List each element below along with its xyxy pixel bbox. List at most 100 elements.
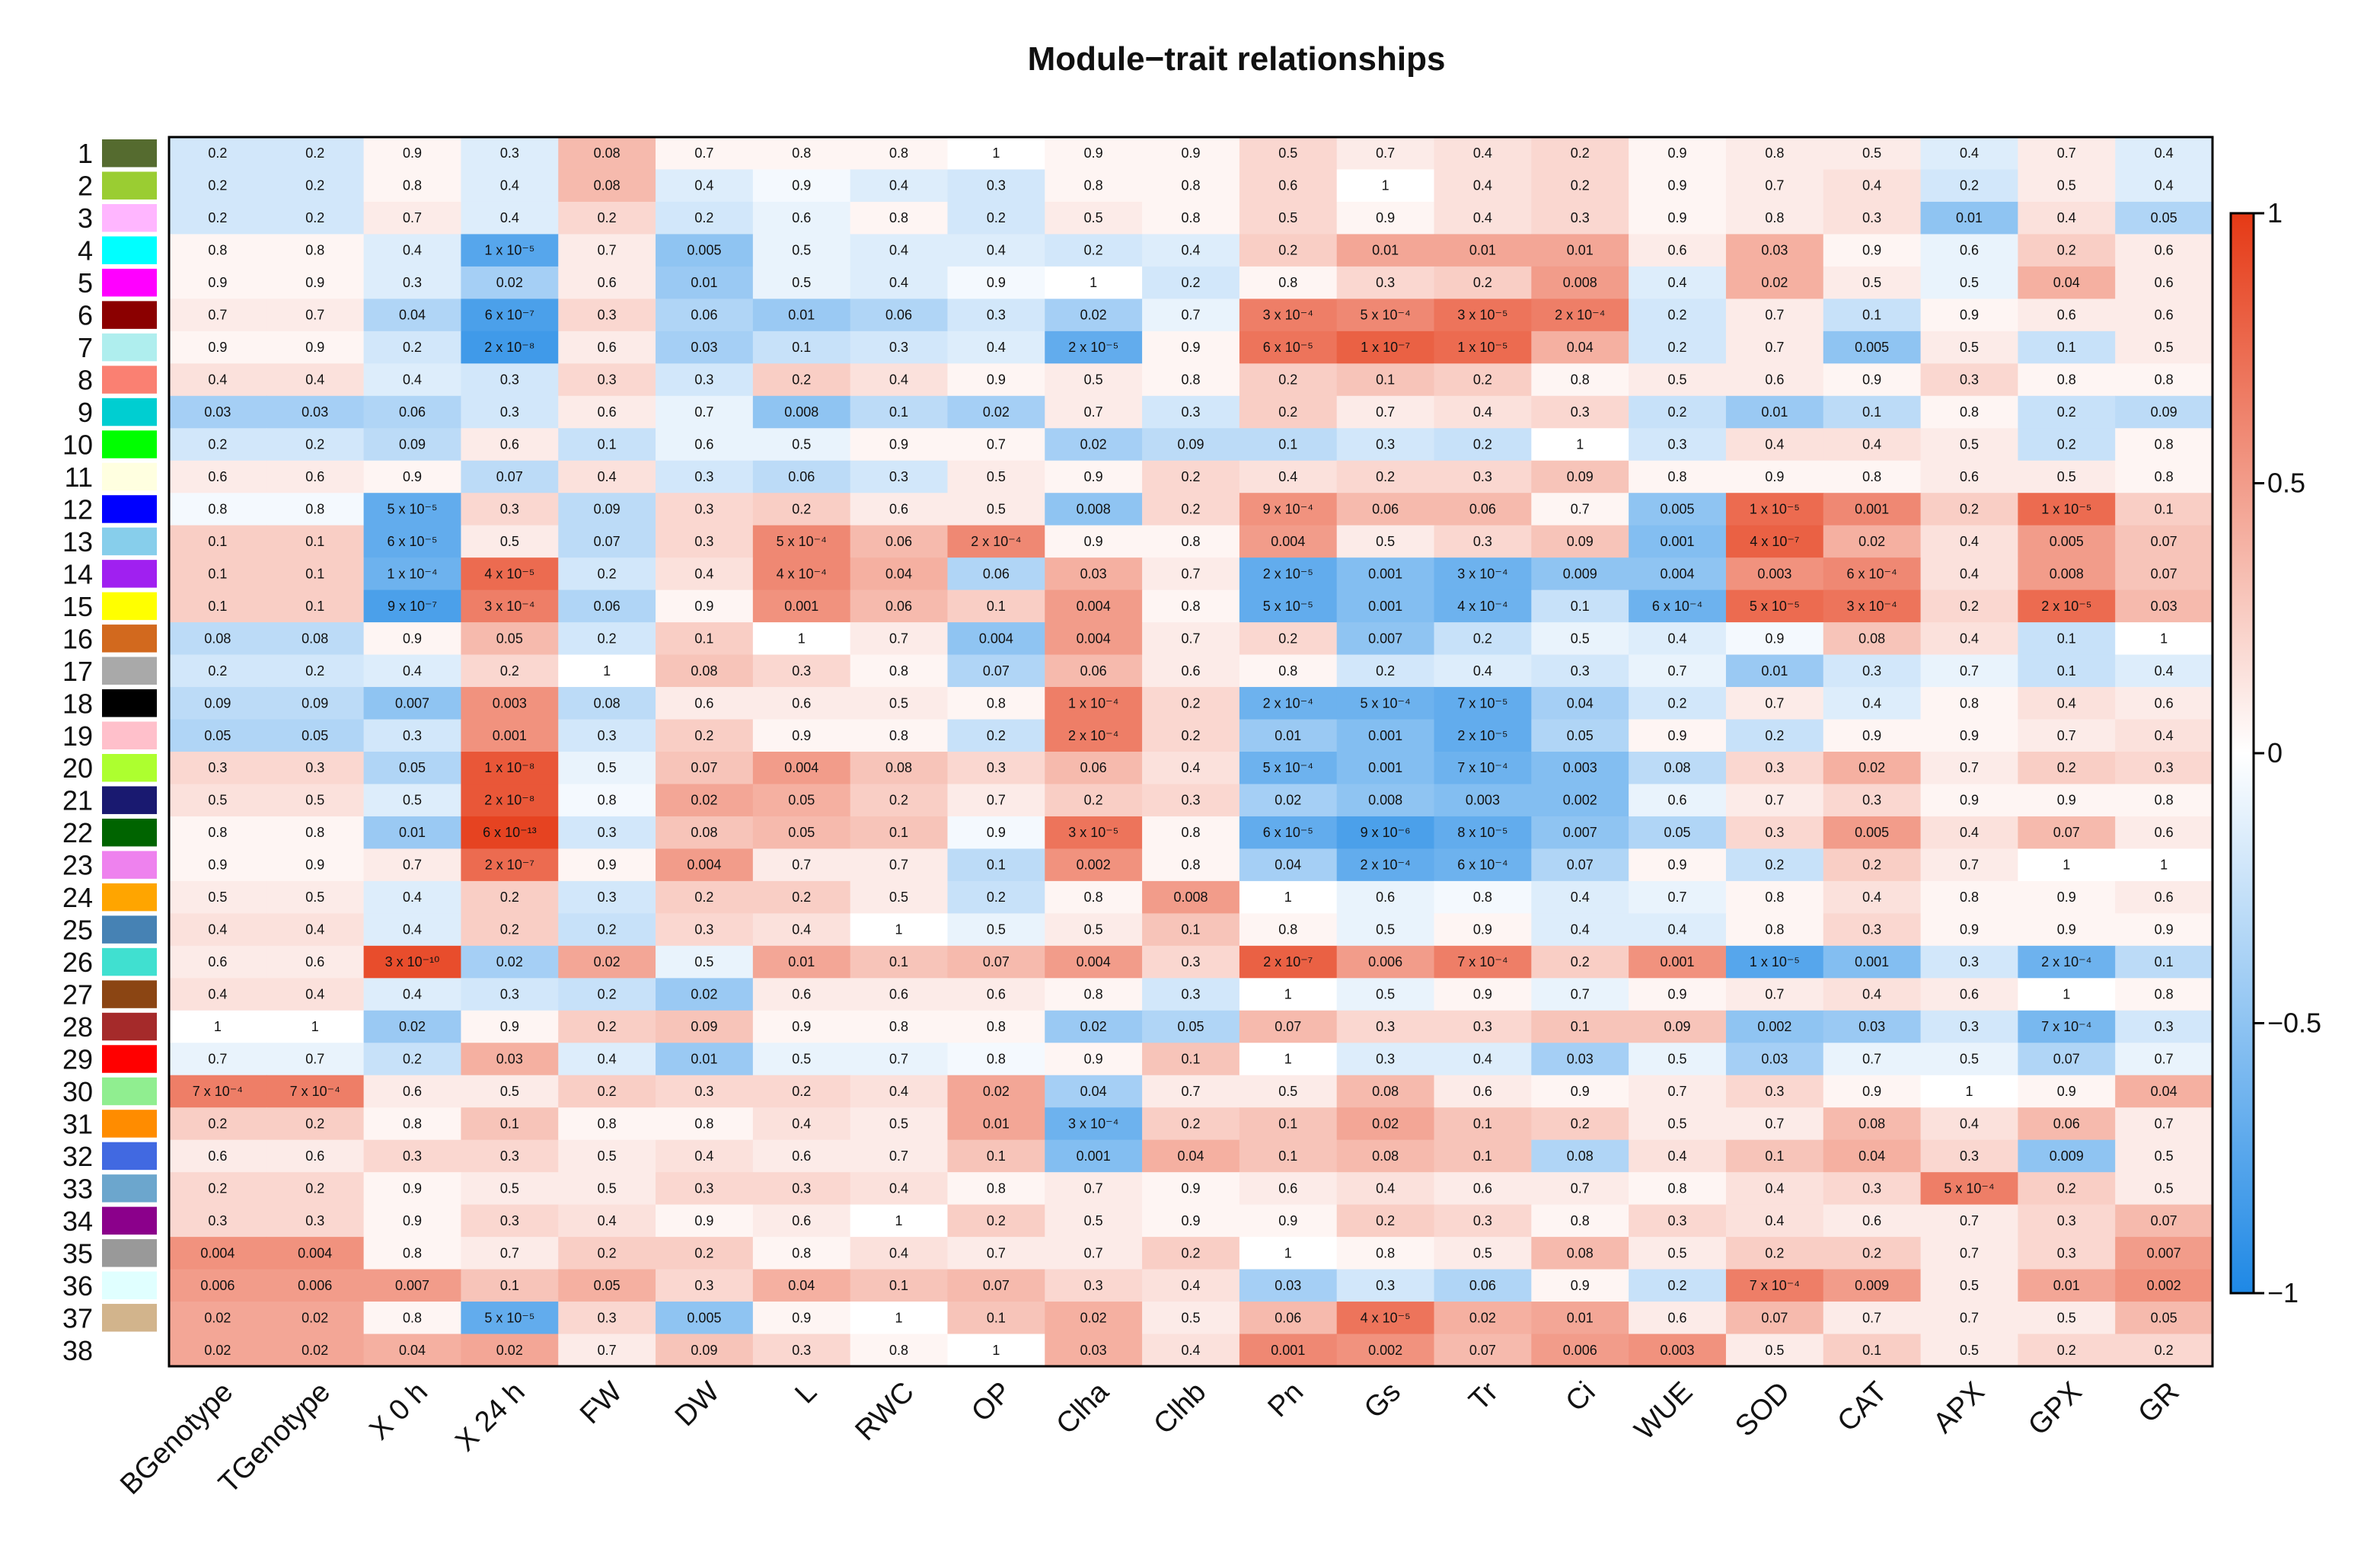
cell-pvalue: 5 x 10⁻⁴ bbox=[1360, 695, 1410, 711]
cell-pvalue: 0.3 bbox=[2155, 760, 2174, 775]
cell-pvalue: 0.8 bbox=[1181, 858, 1200, 873]
cell-pvalue: 0.2 bbox=[598, 1019, 617, 1034]
cell-pvalue: 0.7 bbox=[2155, 1116, 2174, 1131]
heatmap-cell bbox=[850, 1237, 949, 1270]
cell-pvalue: 0.7 bbox=[889, 631, 908, 646]
cell-pvalue: 0.01 bbox=[2053, 1278, 2080, 1293]
heatmap-cell bbox=[461, 622, 559, 656]
heatmap-cell bbox=[1336, 493, 1435, 526]
heatmap-cell bbox=[656, 201, 754, 235]
cell-pvalue: 0.2 bbox=[1473, 437, 1492, 452]
cell-pvalue: 5 x 10⁻⁵ bbox=[388, 501, 438, 516]
heatmap-cell bbox=[850, 654, 949, 688]
heatmap-cell bbox=[947, 1010, 1045, 1043]
cell-pvalue: 1 bbox=[895, 922, 903, 938]
heatmap-cell bbox=[1045, 234, 1143, 267]
cell-pvalue: 0.03 bbox=[1761, 1052, 1788, 1067]
cell-pvalue: 0.9 bbox=[694, 1213, 713, 1228]
cell-pvalue: 1 bbox=[2160, 631, 2168, 646]
cell-pvalue: 0.8 bbox=[1960, 695, 1979, 711]
heatmap-cell bbox=[1045, 169, 1143, 203]
cell-pvalue: 5 x 10⁻⁵ bbox=[1750, 599, 1800, 614]
cell-pvalue: 0.01 bbox=[1956, 210, 1983, 225]
heatmap-cell bbox=[2018, 945, 2116, 979]
heatmap-cell bbox=[558, 1172, 656, 1206]
heatmap-cell bbox=[1629, 848, 1727, 882]
heatmap-cell bbox=[1336, 363, 1435, 397]
cell-pvalue: 0.2 bbox=[889, 793, 908, 808]
heatmap-cell bbox=[850, 784, 949, 817]
heatmap-cell bbox=[1336, 589, 1435, 623]
cell-pvalue: 0.7 bbox=[1765, 178, 1784, 193]
cell-pvalue: 0.5 bbox=[500, 1084, 519, 1099]
heatmap-cell bbox=[1142, 654, 1240, 688]
heatmap-cell bbox=[1045, 784, 1143, 817]
heatmap-cell bbox=[1045, 589, 1143, 623]
cell-pvalue: 0.3 bbox=[694, 501, 713, 516]
cell-pvalue: 4 x 10⁻⁴ bbox=[1457, 599, 1507, 614]
heatmap-cell bbox=[752, 1172, 851, 1206]
cell-pvalue: 0.1 bbox=[305, 534, 324, 549]
cell-pvalue: 0.08 bbox=[691, 663, 717, 679]
heatmap-cell bbox=[363, 752, 462, 785]
cell-pvalue: 0.4 bbox=[1668, 631, 1687, 646]
heatmap-cell bbox=[558, 493, 656, 526]
cell-pvalue: 0.6 bbox=[1960, 987, 1979, 1002]
module-swatch bbox=[102, 1304, 157, 1332]
heatmap-cell bbox=[752, 978, 851, 1011]
cell-pvalue: 0.004 bbox=[298, 1245, 332, 1260]
colorbar-tick-label: −1 bbox=[2267, 1277, 2299, 1308]
cell-pvalue: 0.9 bbox=[792, 728, 811, 743]
cell-pvalue: 9 x 10⁻⁷ bbox=[388, 599, 437, 614]
cell-pvalue: 0.001 bbox=[1661, 534, 1695, 549]
cell-pvalue: 0.07 bbox=[983, 1278, 1010, 1293]
heatmap-cell bbox=[1725, 622, 1824, 656]
heatmap-cell bbox=[2115, 1269, 2213, 1302]
heatmap-cell bbox=[1725, 1139, 1824, 1173]
heatmap-cell bbox=[461, 428, 559, 462]
heatmap-cell bbox=[1142, 493, 1240, 526]
cell-pvalue: 0.8 bbox=[1765, 890, 1784, 905]
heatmap-cell bbox=[1142, 945, 1240, 979]
heatmap-cell bbox=[1434, 363, 1532, 397]
heatmap-cell bbox=[1920, 1139, 2018, 1173]
heatmap-cell bbox=[1629, 331, 1727, 364]
cell-pvalue: 0.001 bbox=[493, 728, 527, 743]
heatmap-cell bbox=[1045, 1075, 1143, 1108]
heatmap-cell bbox=[1142, 266, 1240, 299]
heatmap-cell bbox=[1725, 1010, 1824, 1043]
cell-pvalue: 0.5 bbox=[2155, 1148, 2174, 1164]
heatmap-cell bbox=[1434, 1237, 1532, 1270]
cell-pvalue: 0.02 bbox=[1080, 308, 1107, 323]
heatmap-cell bbox=[1336, 299, 1435, 332]
heatmap-cell bbox=[1336, 1139, 1435, 1173]
cell-pvalue: 0.2 bbox=[208, 437, 227, 452]
heatmap-cell bbox=[1045, 1204, 1143, 1238]
cell-pvalue: 0.4 bbox=[1862, 890, 1881, 905]
cell-pvalue: 0.5 bbox=[1960, 340, 1979, 355]
cell-pvalue: 0.7 bbox=[889, 1148, 908, 1164]
heatmap-cell bbox=[1239, 589, 1338, 623]
cell-pvalue: 0.3 bbox=[1960, 954, 1979, 969]
heatmap-cell bbox=[656, 1172, 754, 1206]
heatmap-cell bbox=[461, 1107, 559, 1141]
heatmap-cell bbox=[752, 784, 851, 817]
cell-pvalue: 0.2 bbox=[1376, 663, 1395, 679]
cell-pvalue: 0.07 bbox=[2053, 825, 2080, 840]
cell-pvalue: 5 x 10⁻⁵ bbox=[1263, 599, 1313, 614]
heatmap-cell bbox=[1531, 1204, 1629, 1238]
cell-pvalue: 0.07 bbox=[691, 760, 717, 775]
heatmap-cell bbox=[1823, 266, 1922, 299]
heatmap-cell bbox=[1629, 169, 1727, 203]
heatmap-cell bbox=[169, 363, 267, 397]
row-label: 5 bbox=[78, 267, 93, 299]
heatmap-cell bbox=[1045, 1237, 1143, 1270]
cell-pvalue: 0.8 bbox=[694, 1116, 713, 1131]
cell-pvalue: 0.002 bbox=[1563, 793, 1597, 808]
cell-pvalue: 0.4 bbox=[403, 372, 422, 388]
heatmap-cell bbox=[1629, 978, 1727, 1011]
heatmap-cell bbox=[656, 363, 754, 397]
cell-pvalue: 0.01 bbox=[1275, 728, 1301, 743]
cell-pvalue: 0.005 bbox=[2050, 534, 2084, 549]
cell-pvalue: 0.002 bbox=[1368, 1343, 1402, 1358]
